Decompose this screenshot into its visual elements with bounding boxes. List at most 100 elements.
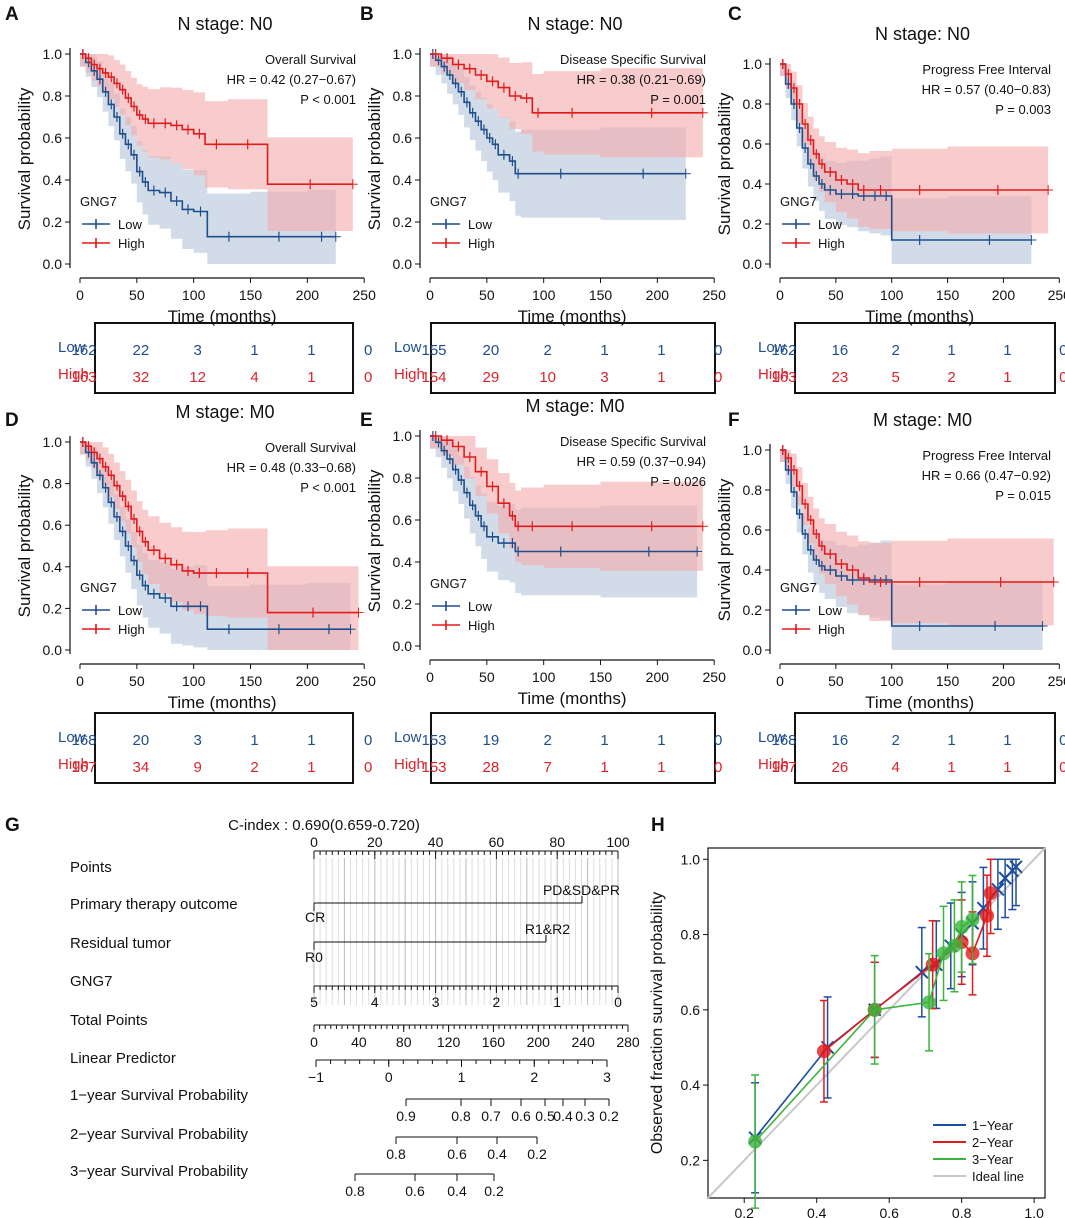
total-points-tick-label: 120 (437, 1034, 461, 1050)
legend-low-label: Low (818, 603, 842, 618)
endpoint-label: Overall Survival (265, 52, 356, 67)
legend-low-label: Low (468, 599, 492, 614)
total-points-tick-label: 0 (310, 1034, 318, 1050)
risk-count: 3 (193, 342, 202, 359)
risk-row-high: 163 32 12 4 1 0 (71, 367, 372, 391)
y-tick-label: 0.4 (43, 172, 63, 188)
x-axis-label: Time (months) (865, 693, 974, 712)
legend-high-label: High (118, 622, 145, 637)
y-tick-label: 0.0 (393, 638, 413, 654)
points-tick-label: 80 (549, 834, 565, 850)
y-tick-label: 1.0 (393, 46, 413, 62)
one-year-survival-tick-label: 0.9 (396, 1108, 416, 1124)
risk-count: 1 (657, 342, 666, 359)
y-tick-label: 0.2 (743, 216, 763, 232)
risk-count: 168 (771, 732, 797, 749)
km-panel-E: M stage: M0 0.0 0.2 0.4 0.6 0.8 1.0 0 50 100 150 20… (365, 396, 726, 708)
hazard-ratio: HR = 0.38 (0.21−0.69) (577, 72, 706, 87)
panel-letter-H: H (651, 815, 665, 836)
risk-count: 1 (657, 732, 666, 749)
risk-row-label-low: Low (58, 339, 86, 356)
risk-count: 1 (307, 732, 316, 749)
p-value: P = 0.003 (995, 102, 1051, 117)
x-tick-label: 0 (76, 287, 84, 303)
x-tick-label: 0.4 (807, 1205, 827, 1218)
risk-count: 9 (193, 759, 202, 776)
data-point (983, 886, 998, 901)
gng7-tick-label: 4 (371, 994, 379, 1010)
x-tick-label: 1.0 (1024, 1205, 1044, 1218)
linear-predictor-tick-label: 2 (530, 1069, 538, 1085)
data-point (1009, 860, 1023, 874)
y-tick-label: 0.0 (43, 642, 63, 658)
km-panel-A: N stage: N0 0.0 0.2 0.4 0.6 0.8 1.0 0 50 100 150 20… (15, 14, 376, 326)
endpoint-label: Disease Specific Survival (560, 52, 706, 67)
risk-table-F: 168 16 2 1 1 0 167 26 4 1 1 0 (771, 712, 1065, 784)
risk-count: 1 (307, 759, 316, 776)
risk-count: 1 (600, 732, 609, 749)
points-tick-label: 0 (310, 834, 318, 850)
x-tick-label: 50 (828, 673, 844, 689)
risk-count: 0 (714, 342, 723, 359)
gng7-tick-label: 3 (432, 994, 440, 1010)
high-confidence-band (780, 450, 1054, 628)
risk-count: 1 (250, 342, 259, 359)
panel-title: N stage: N0 (177, 14, 272, 34)
y-tick-label: 0.8 (43, 88, 63, 104)
legend-low-label: Low (818, 217, 842, 232)
y-tick-label: 1.0 (393, 428, 413, 444)
nomogram-row-label: 2−year Survival Probability (70, 1126, 249, 1143)
x-tick-label: 100 (880, 673, 904, 689)
y-tick-label: 0.0 (743, 256, 763, 272)
risk-row-low: 162 16 2 1 1 0 (771, 340, 1065, 364)
data-point (954, 920, 969, 935)
hazard-ratio: HR = 0.57 (0.40−0.83) (922, 82, 1051, 97)
low-survival-curve (430, 435, 698, 553)
risk-count: 1 (947, 759, 956, 776)
data-point (947, 938, 962, 953)
legend-high-label: High (818, 622, 845, 637)
risk-count: 0 (1059, 759, 1065, 776)
risk-count: 16 (831, 342, 849, 359)
risk-row-high: 167 34 9 2 1 0 (71, 757, 372, 781)
km-panel-F: M stage: M0 0.0 0.2 0.4 0.6 0.8 1.0 0 50 100 150 20… (715, 410, 1065, 712)
risk-count: 26 (831, 759, 849, 776)
x-tick-label: 100 (532, 669, 556, 685)
km-panel-B: N stage: N0 0.0 0.2 0.4 0.6 0.8 1.0 0 50 100 150 20… (365, 14, 726, 326)
risk-count: 155 (421, 342, 447, 359)
high-survival-curve (430, 435, 703, 528)
two-year-survival-tick-label: 0.2 (527, 1146, 547, 1162)
risk-count: 1 (1003, 369, 1012, 386)
risk-count: 34 (132, 759, 150, 776)
risk-count: 7 (543, 759, 552, 776)
risk-count: 20 (132, 732, 150, 749)
risk-count: 29 (482, 369, 500, 386)
y-tick-label: 0.6 (393, 512, 413, 528)
risk-count: 168 (71, 732, 97, 749)
gng7-tick-label: 1 (553, 994, 561, 1010)
x-tick-label: 0 (426, 287, 434, 303)
data-point (965, 912, 980, 927)
x-tick-label: 50 (129, 673, 145, 689)
y-tick-label: 0.2 (43, 214, 63, 230)
one-year-survival-tick-label: 0.5 (535, 1108, 555, 1124)
risk-count: 28 (482, 759, 500, 776)
legend-label: 3−Year (972, 1152, 1014, 1167)
x-tick-label: 250 (703, 669, 727, 685)
hazard-ratio: HR = 0.66 (0.47−0.92) (922, 468, 1051, 483)
risk-count: 1 (1003, 759, 1012, 776)
legend-label: 2−Year (972, 1135, 1014, 1150)
endpoint-label: Progress Free Interval (922, 448, 1051, 463)
legend-title: GNG7 (780, 194, 817, 209)
series-3-Year (748, 874, 980, 1209)
x-tick-label: 250 (1048, 673, 1065, 689)
legend-high-label: High (818, 236, 845, 251)
risk-row-high: 153 28 7 1 1 0 (421, 757, 722, 781)
legend-low-label: Low (468, 217, 492, 232)
risk-count: 4 (891, 759, 900, 776)
x-tick-label: 50 (479, 287, 495, 303)
risk-count: 167 (771, 759, 797, 776)
risk-row-low: 168 20 3 1 1 0 (71, 730, 372, 754)
risk-row-label-high: High (58, 756, 89, 773)
risk-count: 4 (250, 369, 259, 386)
